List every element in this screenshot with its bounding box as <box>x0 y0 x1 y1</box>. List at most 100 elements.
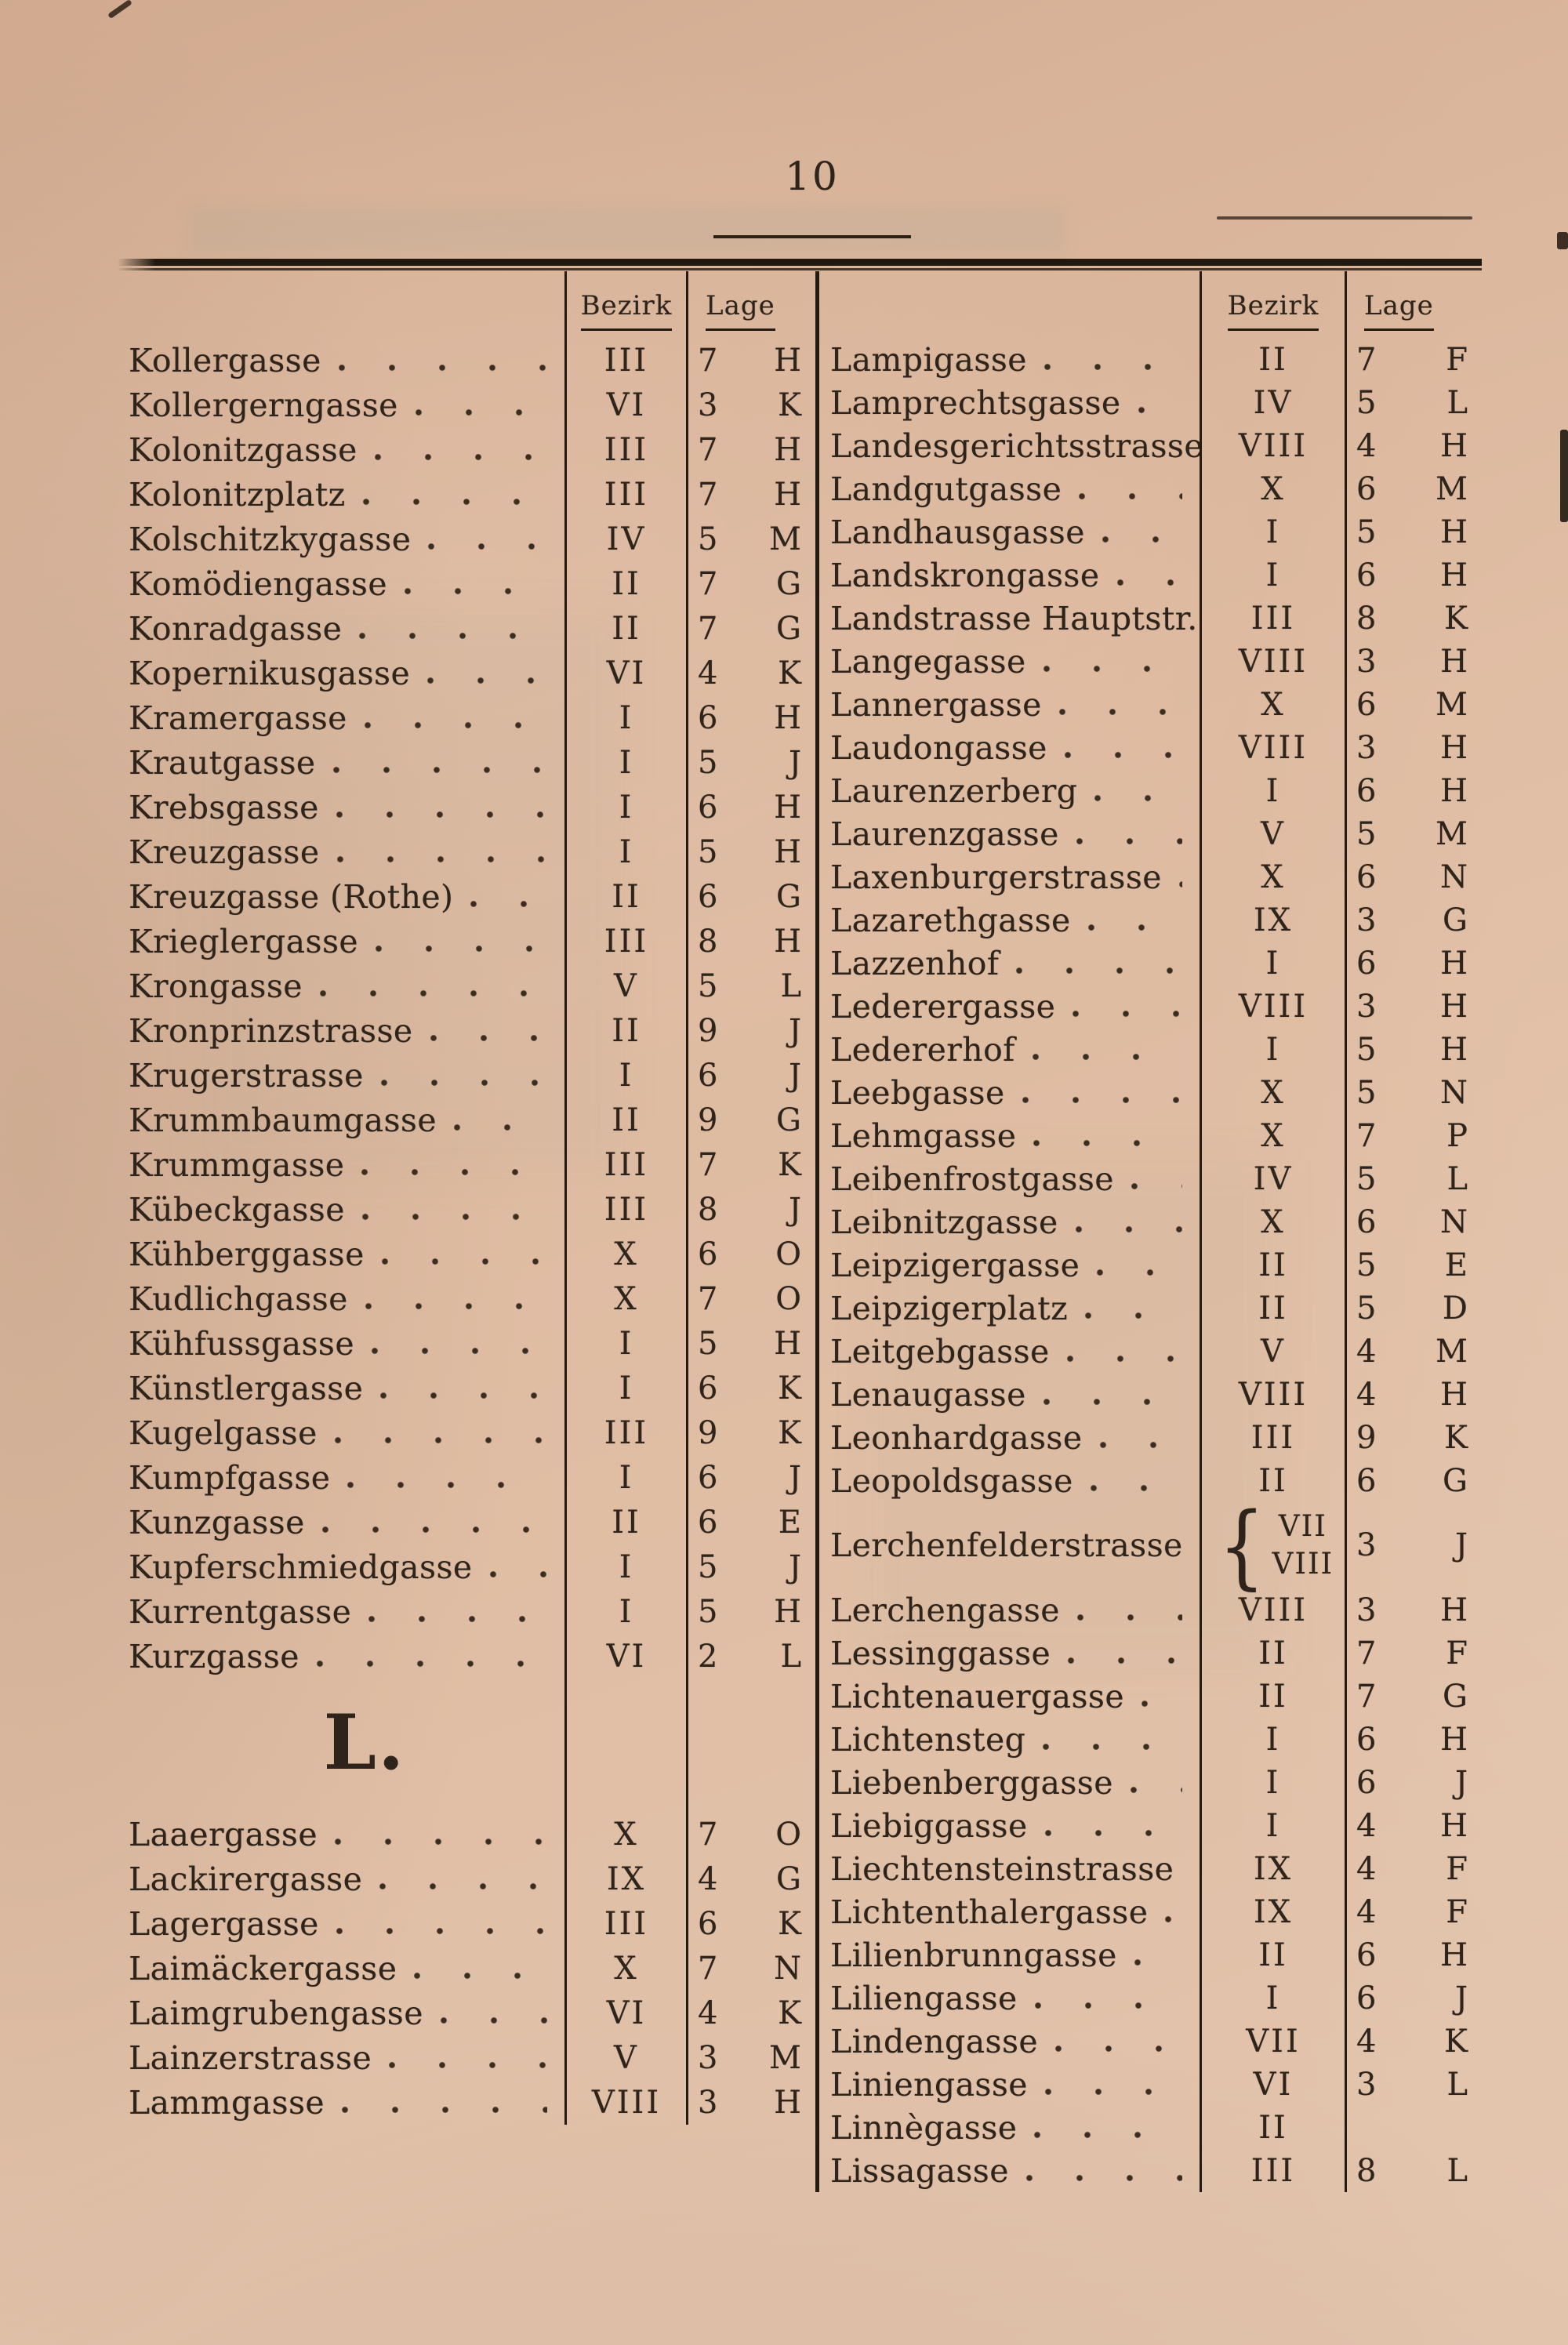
bezirk-value: I <box>1265 557 1281 594</box>
dot-leader <box>1098 1439 1182 1450</box>
street-name: Lerchengasse <box>830 1591 1060 1629</box>
header-spacer <box>819 271 1200 338</box>
bezirk-cell: VI <box>564 1991 686 2035</box>
dot-leader <box>1132 1957 1182 1967</box>
bezirk-cell: III <box>564 1142 686 1187</box>
bezirk-cell: II <box>564 561 686 606</box>
lage-number: 5 <box>698 1593 718 1630</box>
bezirk-value: I <box>1265 772 1281 809</box>
street-name-cell: Laimgrubengasse <box>118 1991 564 2035</box>
street-name-cell: Lazzenhof <box>819 942 1200 985</box>
table-row: Leitgebgasse V 4 M <box>819 1330 1482 1373</box>
table-row: Leipzigerplatz II 5 D <box>819 1287 1482 1330</box>
table-row: Landstrasse Hauptstr. III 8 K <box>819 597 1482 640</box>
lage-number: 8 <box>1356 600 1377 637</box>
column-header-bezirk-cell: Bezirk <box>564 271 686 338</box>
street-name: Kreuzgasse (Rothe) <box>129 877 454 916</box>
dot-leader <box>335 854 547 864</box>
lage-letter: H <box>1440 1937 1468 1973</box>
street-name: Kolonitzplatz <box>129 475 346 514</box>
bezirk-cell: IV <box>1200 381 1345 424</box>
bezirk-cell: III <box>564 1901 686 1946</box>
dot-leader <box>333 1836 547 1846</box>
lage-letter: H <box>1440 643 1468 680</box>
table-row: Lackirergasse IX 4 G <box>118 1857 815 1901</box>
table-row: Lehmgasse X 7 P <box>819 1114 1482 1157</box>
dot-leader <box>1065 1353 1182 1363</box>
dot-leader <box>363 1301 547 1311</box>
lage-number: 9 <box>698 1102 718 1138</box>
street-name: Lammgasse <box>129 2083 325 2122</box>
bezirk-cell: III <box>564 1187 686 1232</box>
bezirk-cell: III <box>564 472 686 517</box>
bezirk-value: III <box>604 476 649 513</box>
lage-letter: E <box>778 1504 801 1541</box>
lage-letter: M <box>1436 470 1468 507</box>
bezirk-value: V <box>614 967 639 1004</box>
lage-number: 3 <box>1356 988 1377 1025</box>
table-row: Lerchengasse VIII 3 H <box>819 1588 1482 1632</box>
street-name-cell: Liebenberggasse <box>819 1761 1200 1804</box>
bezirk-cell: I <box>564 1545 686 1589</box>
table-row: Lenaugasse VIII 4 H <box>819 1373 1482 1416</box>
street-name-cell: Lissagasse <box>819 2149 1200 2192</box>
bezirk-value: I <box>619 1370 634 1407</box>
street-name: Lindengasse <box>830 2022 1039 2060</box>
table-header: Bezirk Lage <box>118 271 815 338</box>
street-name: Krummbaumgasse <box>129 1101 437 1139</box>
lage-letter: H <box>1440 427 1468 464</box>
bezirk-cell: I <box>1200 942 1345 985</box>
dot-leader <box>428 1033 547 1043</box>
lage-letter: N <box>1440 1074 1468 1111</box>
dot-leader <box>370 1345 547 1356</box>
page-number: 10 <box>785 154 840 199</box>
street-name: Lichtensteg <box>830 1720 1026 1759</box>
bezirk-cell: I <box>564 829 686 874</box>
lage-number: 5 <box>1356 1247 1377 1283</box>
street-name: Leonhardgasse <box>830 1418 1083 1457</box>
bezirk-cell: X <box>1200 683 1345 726</box>
street-name-cell: Leitgebgasse <box>819 1330 1200 1373</box>
dot-leader <box>1074 836 1182 846</box>
lage-number: 8 <box>1356 2152 1377 2189</box>
street-name: Kumpfgasse <box>129 1458 331 1497</box>
street-name-cell: Kunzgasse <box>118 1500 564 1545</box>
street-name-cell: Leibnitzgasse <box>819 1200 1200 1243</box>
table-row: Komödiengasse II 7 G <box>118 561 815 606</box>
dot-leader <box>1128 1784 1182 1795</box>
dot-leader <box>469 898 547 909</box>
bezirk-value: II <box>612 878 641 915</box>
street-name-cell: Lammgasse <box>118 2080 564 2125</box>
lage-number: 6 <box>698 1370 718 1407</box>
bezirk-value: I <box>1265 1721 1281 1758</box>
dot-leader <box>1062 750 1182 760</box>
street-name-cell: Landesgerichtsstrasse <box>819 424 1203 467</box>
street-name: Kolschitzkygasse <box>129 520 412 558</box>
bezirk-value: X <box>1261 1203 1286 1240</box>
bezirk-value: VII <box>1246 2023 1301 2060</box>
ink-speck <box>107 0 132 20</box>
street-name-cell: Ledererhof <box>819 1028 1200 1071</box>
street-name: Leipzigerplatz <box>830 1289 1069 1327</box>
table-row: Laaergasse X 7 O <box>118 1812 815 1857</box>
street-name-cell: Linnègasse <box>819 2106 1200 2149</box>
lage-number: 6 <box>1356 1764 1377 1801</box>
lage-number: 4 <box>1356 2023 1377 2060</box>
lage-number: 7 <box>698 1950 718 1987</box>
street-name-cell: Lerchengasse <box>819 1588 1200 1632</box>
street-name: Kugelgasse <box>129 1414 318 1452</box>
street-name: Landstrasse Hauptstr. <box>830 599 1198 637</box>
street-name-cell: Kupferschmiedgasse <box>118 1545 564 1589</box>
dot-leader <box>1030 1051 1182 1062</box>
bezirk-cell: IX <box>1200 1847 1345 1890</box>
table-row: Liebenberggasse I 6 J <box>819 1761 1482 1804</box>
dot-leader <box>1073 1224 1182 1234</box>
street-name: Leebgasse <box>830 1073 1005 1112</box>
street-name: Lazarethgasse <box>830 901 1071 939</box>
